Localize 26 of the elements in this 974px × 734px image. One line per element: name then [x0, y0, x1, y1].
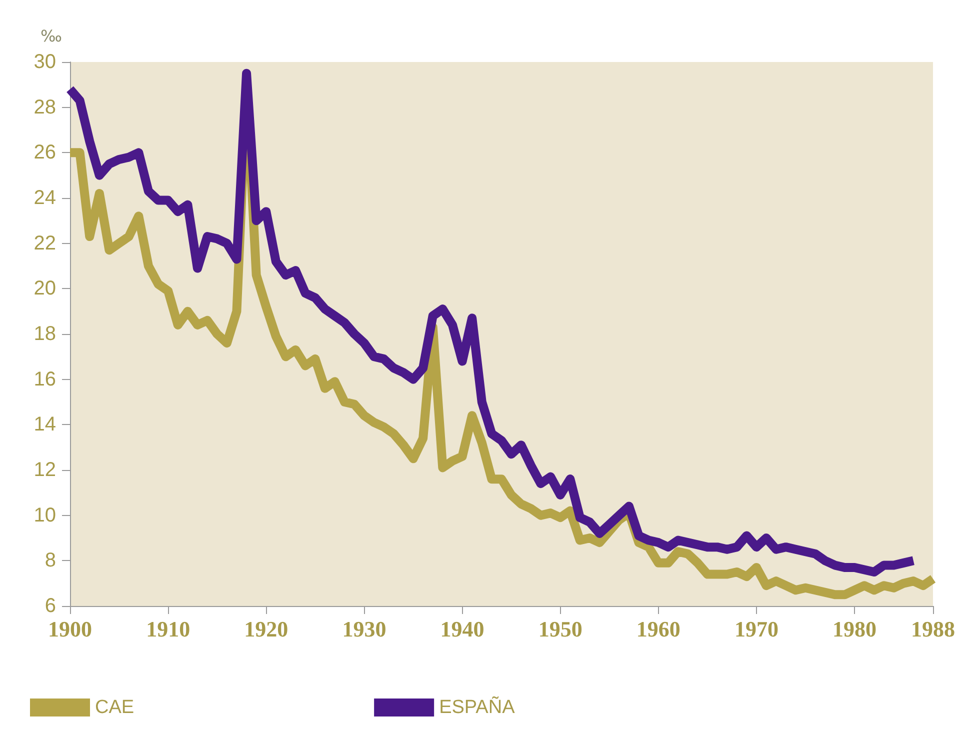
- y-tick-label: 22: [34, 232, 56, 254]
- x-tick-label: 1988: [911, 616, 955, 642]
- x-tick-label: 1930: [342, 616, 386, 642]
- y-tick-label: 28: [34, 96, 56, 118]
- y-tick-label: 18: [34, 323, 56, 345]
- x-tick-label: 1970: [734, 616, 778, 642]
- y-tick-label: 24: [34, 187, 56, 209]
- y-tick-label: 26: [34, 142, 56, 164]
- y-axis-title: ‰: [40, 26, 62, 46]
- y-tick-label: 14: [34, 414, 56, 436]
- y-tick-label: 6: [44, 595, 56, 617]
- legend-label: ESPAÑA: [439, 696, 516, 718]
- x-tick-label: 1960: [636, 616, 680, 642]
- y-tick-label: 16: [34, 368, 56, 390]
- x-tick-label: 1980: [832, 616, 877, 642]
- x-tick-label: 1920: [244, 616, 288, 642]
- x-tick-label: 1950: [538, 616, 582, 642]
- x-tick-label: 1900: [48, 616, 92, 642]
- y-tick-label: 30: [34, 51, 56, 73]
- x-tick-label: 1910: [146, 616, 190, 642]
- y-tick-label: 20: [34, 278, 56, 300]
- y-tick-label: 10: [34, 504, 56, 526]
- x-tick-label: 1940: [440, 616, 484, 642]
- y-tick-label: 12: [34, 459, 56, 481]
- legend-label: CAE: [95, 697, 134, 718]
- y-tick-label: 8: [44, 550, 56, 572]
